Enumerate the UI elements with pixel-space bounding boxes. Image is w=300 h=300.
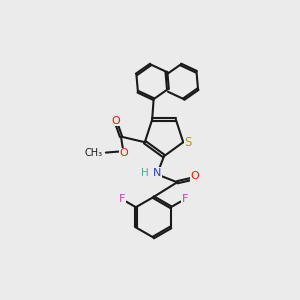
Text: O: O xyxy=(191,171,200,181)
Text: H: H xyxy=(141,168,149,178)
Text: CH₃: CH₃ xyxy=(84,148,103,158)
Text: S: S xyxy=(184,136,192,149)
Text: N: N xyxy=(153,168,161,178)
Text: O: O xyxy=(112,116,120,126)
Text: O: O xyxy=(119,148,128,158)
Text: F: F xyxy=(182,194,188,204)
Text: F: F xyxy=(119,194,125,204)
